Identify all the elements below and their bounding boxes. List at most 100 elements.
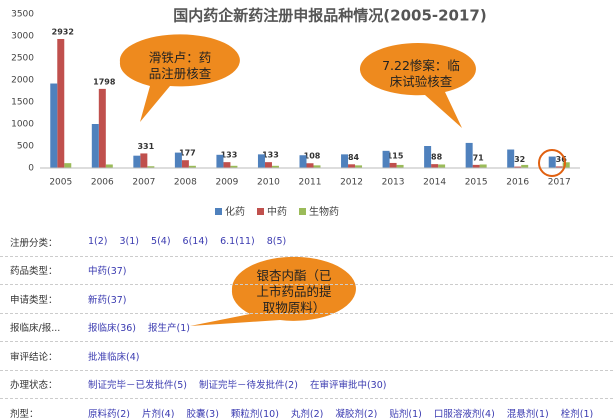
filter-label: 审评结论： [10, 351, 58, 363]
bar [396, 164, 404, 168]
filter-option[interactable]: 3(1) [119, 236, 140, 248]
filter-option[interactable]: 5(4) [151, 236, 171, 248]
filter-row: 审评结论： 批准临床(4) [0, 342, 613, 371]
x-tick-label: 2017 [548, 178, 571, 188]
x-tick-label: 2005 [49, 178, 72, 188]
bar [271, 165, 279, 168]
x-tick-label: 2016 [506, 178, 529, 188]
x-tick-label: 2009 [215, 178, 238, 188]
filter-option[interactable]: 新药(37) [88, 294, 127, 306]
y-tick-label: 1500 [11, 98, 34, 108]
bar [472, 164, 480, 168]
filter-row: 药品类型： 中药(37) [0, 257, 613, 285]
bar [348, 164, 356, 168]
filter-option[interactable]: 胶囊(3) [186, 408, 219, 418]
y-tick-label: 1000 [11, 120, 34, 130]
highlight-circle [538, 149, 566, 177]
bar [140, 153, 148, 168]
callout-shape [119, 34, 240, 122]
filter-option[interactable]: 凝胶剂(2) [335, 408, 378, 418]
bar [50, 83, 58, 168]
bar [313, 165, 321, 168]
filter-list: 注册分类： 1(2) 3(1) 5(4) 6(14) 6.1(11) 8(5) 药品类型： 中药… [0, 228, 613, 418]
bar [188, 165, 196, 168]
filter-label: 注册分类： [10, 237, 58, 249]
filter-row: 申请类型： 新药(37) [0, 285, 613, 314]
bar [438, 164, 446, 168]
x-tick-label: 2010 [257, 178, 280, 188]
bar [521, 164, 529, 168]
bar [562, 162, 570, 168]
legend-swatch [257, 208, 264, 215]
data-label: 1798 [93, 77, 116, 86]
y-tick-label: 500 [17, 142, 34, 152]
data-label: 331 [137, 142, 154, 151]
filter-option[interactable]: 混悬剂(1) [506, 408, 549, 418]
filter-option[interactable]: 中药(37) [88, 266, 127, 278]
bar [216, 154, 224, 168]
legend-label: 化药 [225, 205, 245, 218]
filter-option[interactable]: 批准临床(4) [88, 351, 140, 363]
data-label: 84 [348, 153, 360, 162]
callout-shape [359, 42, 476, 128]
data-label: 133 [262, 151, 279, 160]
data-label: 2932 [52, 27, 74, 36]
filter-option[interactable]: 口服溶液剂(4) [433, 408, 495, 418]
data-label: 108 [304, 152, 321, 161]
filter-option[interactable]: 6(14) [182, 236, 209, 248]
filter-option[interactable]: 在审评审批中(30) [309, 380, 387, 392]
filter-option[interactable]: 片剂(4) [141, 408, 175, 418]
y-tick-label: 3500 [11, 10, 34, 20]
filter-option[interactable]: 栓剂(1) [560, 408, 594, 418]
bar [230, 165, 238, 168]
bar [299, 155, 307, 168]
filter-row: 注册分类： 1(2) 3(1) 5(4) 6(14) 6.1(11) 8(5) [0, 228, 613, 257]
x-tick-label: 2014 [423, 178, 446, 188]
filter-option[interactable]: 制证完毕－已发批件(5) [88, 380, 187, 392]
filter-option[interactable]: 颗粒剂(10) [230, 408, 279, 418]
legend-swatch [299, 208, 306, 215]
filter-option[interactable]: 6.1(11) [220, 236, 255, 248]
data-label: 115 [387, 151, 404, 160]
filter-option[interactable]: 报生产(1) [148, 323, 190, 335]
data-label: 133 [221, 151, 238, 160]
bar [174, 152, 182, 168]
filter-option[interactable]: 原料药(2) [88, 408, 130, 418]
filter-option[interactable]: 1(2) [88, 236, 108, 248]
annotation: 滑铁卢：药品注册核查 [148, 50, 212, 81]
chart: 国内药企新药注册申报品种情况(2005-2017) 生物药 中药 化药 36 2017 3… [11, 7, 580, 218]
bar [306, 163, 314, 168]
x-tick-label: 2008 [174, 178, 197, 188]
y-tick-label: 2500 [11, 54, 34, 64]
y-tick-label: 3000 [11, 32, 34, 42]
bar [91, 124, 99, 168]
filter-option[interactable]: 8(5) [266, 236, 287, 248]
filter-option[interactable]: 丸剂(2) [290, 408, 324, 418]
legend-label: 生物药 [309, 205, 339, 218]
data-label: 36 [556, 155, 568, 164]
bar [507, 149, 515, 168]
bar [431, 164, 439, 168]
bar [555, 166, 563, 168]
x-tick-label: 2011 [299, 178, 322, 188]
bar [223, 162, 231, 168]
data-label: 88 [431, 153, 443, 162]
data-label: 177 [179, 149, 196, 158]
bar [181, 160, 189, 168]
x-tick-label: 2013 [382, 178, 405, 188]
bar [57, 38, 65, 168]
bar [479, 164, 487, 168]
filter-option[interactable]: 制证完毕－待发批件(2) [198, 380, 298, 392]
bar [133, 155, 141, 168]
bar [257, 154, 265, 168]
x-tick-label: 2007 [132, 178, 155, 188]
bar [64, 163, 72, 168]
bar [98, 88, 106, 168]
y-tick-label: 0 [28, 164, 34, 174]
filter-label: 药品类型： [10, 266, 58, 278]
x-tick-label: 2015 [465, 178, 488, 188]
filter-row: 剂型： 原料药(2) 片剂(4) 胶囊(3) 颗粒剂(10) 丸剂(2) 凝胶剂(2) 贴剂(… [0, 399, 613, 418]
filter-option[interactable]: 贴剂(1) [389, 408, 422, 418]
bar [355, 165, 363, 168]
filter-option[interactable]: 报临床(36) [88, 323, 137, 335]
